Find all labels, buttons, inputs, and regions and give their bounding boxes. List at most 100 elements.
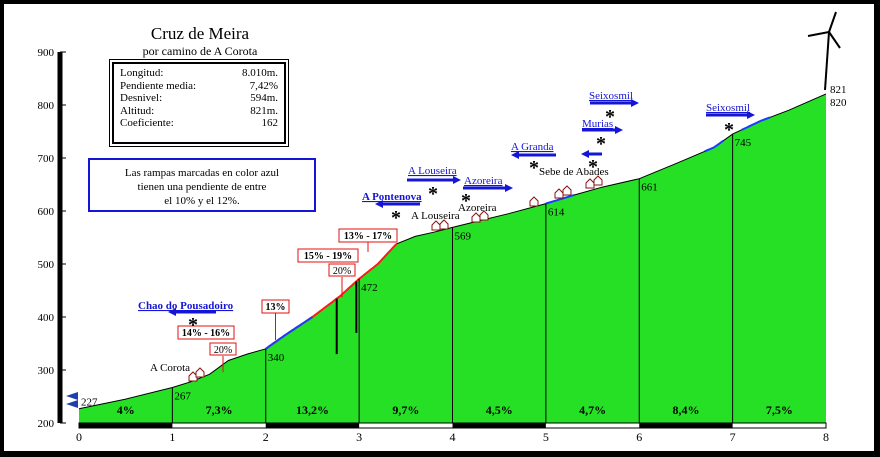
- junction-arrowhead: [615, 126, 623, 134]
- note-line: el 10% y el 12%.: [164, 195, 240, 207]
- house-icon: [529, 196, 539, 207]
- km-elevation-label: 569: [455, 230, 472, 242]
- x-tick-label: 5: [543, 430, 549, 444]
- ramp-sub-label: 20%: [214, 345, 232, 356]
- summit-label: 820: [830, 97, 847, 109]
- junction-arrowhead: [581, 150, 589, 158]
- km-elevation-label: 340: [268, 352, 285, 364]
- blue-ramp-line: [265, 316, 313, 350]
- ramp-sub-label: 20%: [333, 266, 351, 277]
- place-label: A Louseira: [411, 210, 460, 222]
- junction-label: Seixosmil: [589, 90, 633, 102]
- y-tick-label: 800: [38, 100, 55, 112]
- x-tick-label: 3: [356, 430, 362, 444]
- segment-gradient-label: 4,5%: [486, 403, 513, 417]
- info-label: Longitud:: [120, 67, 164, 79]
- y-tick-label: 500: [38, 259, 55, 271]
- turbine-blade: [807, 31, 830, 37]
- note-line: tienen una pendiente de entre: [137, 181, 267, 193]
- place-label: A Corota: [150, 362, 190, 374]
- km-elevation-label: 614: [548, 207, 565, 219]
- info-row: Coeficiente: 162: [120, 117, 278, 130]
- x-tick-label: 0: [76, 430, 82, 444]
- junction-asterisk: *: [596, 133, 606, 155]
- junction-arrowhead: [505, 184, 513, 192]
- turbine-tower: [824, 31, 830, 91]
- turbine-blade: [828, 31, 841, 49]
- house-icon: [593, 175, 603, 186]
- segment-gradient-label: 4,7%: [579, 403, 606, 417]
- km-elevation-label: 661: [641, 182, 658, 194]
- blue-ramp-line: [741, 116, 771, 131]
- ramp-label: 15% - 19%: [304, 251, 352, 262]
- chart-title: Cruz de Meira: [150, 24, 250, 43]
- info-label: Altitud:: [120, 104, 155, 117]
- blue-ramp-line: [545, 194, 575, 205]
- y-tick-label: 700: [38, 153, 55, 165]
- segment-gradient-label: 13,2%: [296, 403, 329, 417]
- segment-gradient-label: 8,4%: [672, 403, 699, 417]
- info-label: Pendiente media:: [120, 79, 197, 92]
- profile-line: [78, 93, 827, 410]
- info-value: 7,42%: [249, 79, 278, 92]
- junction-arrowhead: [453, 176, 461, 184]
- house-icon: [562, 185, 572, 196]
- junction-asterisk: *: [188, 314, 198, 336]
- note-line: Las rampas marcadas en color azul: [124, 167, 280, 179]
- x-tick-label: 4: [450, 430, 456, 444]
- place-label: Azoreira: [458, 202, 497, 214]
- junction-label: Azoreira: [464, 175, 503, 187]
- junction-asterisk: *: [391, 207, 401, 229]
- info-value: 821m.: [250, 104, 278, 117]
- ramp-label-box: [297, 248, 359, 263]
- info-box: Longitud: 8.010m. Pendiente media: 7,42% D…: [109, 59, 289, 147]
- junction-asterisk: *: [461, 190, 471, 212]
- house-icon: [195, 367, 205, 378]
- y-tick-label: 300: [38, 365, 55, 377]
- summit-label: 821: [830, 84, 847, 96]
- house-icon: [188, 371, 198, 382]
- km-elevation-label: 267: [174, 390, 191, 402]
- junction-label: A Granda: [511, 141, 554, 153]
- ramp-sub-box: [328, 263, 356, 277]
- junction-label: Seixosmil: [706, 102, 750, 114]
- ramp-label-box: [177, 325, 235, 340]
- start-marker-icon: [66, 392, 78, 400]
- x-tick-label: 2: [263, 430, 269, 444]
- junction-arrowhead: [631, 99, 639, 107]
- x-axis-band: [79, 423, 173, 428]
- junction-label: Chao do Pousadoiro: [138, 300, 234, 312]
- km-elevation-label: 472: [361, 282, 378, 294]
- chart-subtitle: por camino de A Corota: [142, 44, 258, 58]
- house-icon: [479, 210, 489, 221]
- junction-arrowhead: [747, 111, 755, 119]
- junction-label: A Louseira: [408, 165, 457, 177]
- x-tick-label: 1: [169, 430, 175, 444]
- segment-gradient-label: 7,3%: [206, 403, 233, 417]
- chart-title-block: Cruz de Meira por camino de A Corota: [110, 24, 290, 58]
- turbine-blade: [828, 11, 837, 33]
- junction-asterisk: *: [529, 157, 539, 179]
- x-axis-band: [452, 423, 546, 428]
- junction-arrowhead: [511, 151, 519, 159]
- info-value: 162: [261, 117, 279, 129]
- blue-ramp-line: [704, 139, 724, 153]
- ramp-label: 13% - 17%: [344, 231, 392, 242]
- start-marker-icon: [66, 400, 78, 408]
- y-tick-label: 900: [38, 47, 55, 59]
- y-tick-label: 400: [38, 312, 55, 324]
- x-axis-band: [265, 423, 360, 428]
- info-row: Altitud: 821m.: [120, 105, 278, 118]
- info-label: Desnivel:: [120, 92, 163, 104]
- junction-label: Murias: [582, 118, 613, 130]
- blue-ramp-note: Las rampas marcadas en color azul tienen…: [88, 158, 316, 212]
- ramp-label: 13%: [266, 302, 286, 313]
- x-tick-label: 6: [636, 430, 642, 444]
- x-tick-label: 8: [823, 430, 829, 444]
- junction-arrowhead: [168, 308, 176, 316]
- info-value: 8.010m.: [241, 67, 278, 79]
- junction-asterisk: *: [428, 183, 438, 205]
- junction-label: A Pontenova: [362, 191, 422, 203]
